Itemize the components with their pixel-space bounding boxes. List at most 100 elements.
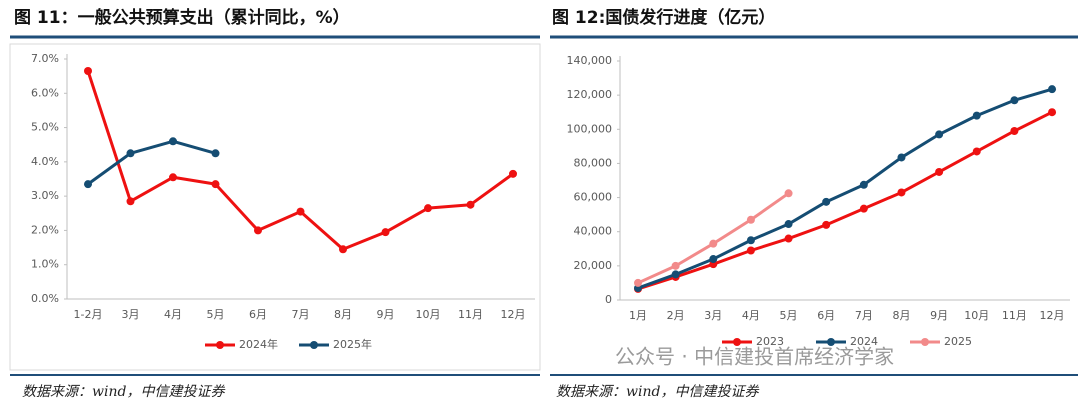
point	[935, 167, 944, 176]
point	[381, 228, 390, 237]
y-tick-label: 80,000	[574, 156, 613, 169]
y-tick-label: 20,000	[574, 259, 613, 272]
legend-label: 2025年	[333, 337, 372, 351]
series-line	[86, 70, 514, 251]
point	[84, 67, 92, 75]
point	[822, 197, 831, 206]
point	[822, 220, 831, 229]
legend-label: 2023	[756, 335, 784, 348]
point	[1010, 126, 1019, 135]
point	[784, 189, 793, 198]
point	[509, 169, 517, 178]
y-tick-label: 100,000	[567, 122, 613, 135]
point	[784, 234, 793, 243]
point	[709, 239, 718, 248]
point	[671, 261, 680, 270]
x-tick-label: 12月	[1040, 309, 1065, 322]
legend-label: 2024	[850, 335, 878, 348]
point	[859, 180, 868, 189]
point	[746, 236, 755, 245]
point	[211, 149, 220, 158]
legend-marker	[827, 338, 835, 346]
x-tick-label: 9月	[930, 309, 948, 322]
source: 数据来源：wind，中信建投证券	[22, 384, 225, 400]
x-tick-label: 4月	[164, 308, 182, 321]
point	[897, 188, 906, 197]
y-tick-label: 1.0%	[31, 258, 59, 271]
y-tick-label: 7.0%	[31, 52, 59, 65]
series-line	[637, 87, 1053, 290]
x-tick-label: 1-2月	[74, 308, 103, 321]
point	[634, 278, 642, 287]
point	[935, 130, 944, 139]
legend-label: 2025	[944, 335, 972, 348]
legend-marker	[733, 338, 741, 346]
point	[126, 149, 135, 158]
legend-marker	[921, 338, 929, 346]
x-tick-label: 7月	[292, 308, 310, 321]
series-line	[637, 192, 790, 285]
x-tick-label: 6月	[817, 309, 835, 322]
x-tick-label: 10月	[964, 309, 989, 322]
point	[296, 207, 305, 216]
x-tick-label: 7月	[855, 309, 873, 322]
point	[169, 173, 177, 182]
point	[897, 153, 906, 162]
x-tick-label: 11月	[458, 308, 483, 321]
point	[84, 180, 92, 189]
x-tick-label: 4月	[742, 309, 760, 322]
point	[1010, 96, 1019, 105]
point	[972, 111, 981, 120]
x-tick-label: 11月	[1002, 309, 1027, 322]
watermark: 公众号 · 中信建投首席经济学家	[615, 345, 894, 369]
point	[671, 270, 680, 279]
point	[859, 204, 868, 213]
point	[972, 147, 981, 156]
x-tick-label: 9月	[377, 308, 395, 321]
chart-frame	[9, 43, 541, 371]
x-tick-label: 2月	[667, 309, 685, 322]
point	[339, 245, 347, 254]
point	[126, 197, 135, 206]
y-tick-label: 5.0%	[31, 121, 59, 134]
point	[466, 200, 475, 209]
x-tick-label: 5月	[207, 308, 225, 321]
y-tick-label: 60,000	[574, 191, 613, 204]
point	[1048, 108, 1057, 117]
y-tick-label: 4.0%	[31, 155, 59, 168]
y-tick-label: 0.0%	[31, 292, 59, 305]
series-line	[637, 110, 1053, 291]
point	[1048, 85, 1057, 94]
y-tick-label: 40,000	[574, 225, 613, 238]
y-tick-label: 120,000	[567, 88, 613, 101]
x-tick-label: 10月	[416, 308, 441, 321]
x-tick-label: 12月	[501, 308, 526, 321]
chart-title: 图 12:国债发行进度（亿元）	[552, 7, 775, 28]
x-tick-label: 3月	[122, 308, 140, 321]
point	[169, 137, 177, 146]
legend-marker	[310, 341, 318, 349]
y-tick-label: 2.0%	[31, 223, 59, 236]
point	[424, 204, 432, 213]
y-tick-label: 140,000	[567, 54, 613, 67]
legend-label: 2024年	[239, 337, 278, 351]
legend-marker	[216, 341, 224, 349]
point	[746, 215, 755, 224]
point	[709, 255, 718, 264]
x-tick-label: 1月	[629, 309, 647, 322]
source: 数据来源：wind，中信建投证券	[556, 384, 759, 400]
point	[254, 226, 262, 235]
chart-title: 图 11：一般公共预算支出（累计同比，%）	[14, 7, 350, 28]
x-tick-label: 5月	[780, 309, 798, 322]
point	[746, 246, 755, 255]
y-tick-label: 6.0%	[31, 86, 59, 99]
x-tick-label: 8月	[892, 309, 910, 322]
x-tick-label: 8月	[334, 308, 352, 321]
point	[211, 180, 220, 189]
y-tick-label: 3.0%	[31, 189, 59, 202]
y-tick-label: 0	[605, 293, 612, 306]
x-tick-label: 6月	[249, 308, 267, 321]
series-line	[87, 139, 216, 186]
point	[784, 220, 793, 229]
x-tick-label: 3月	[704, 309, 722, 322]
